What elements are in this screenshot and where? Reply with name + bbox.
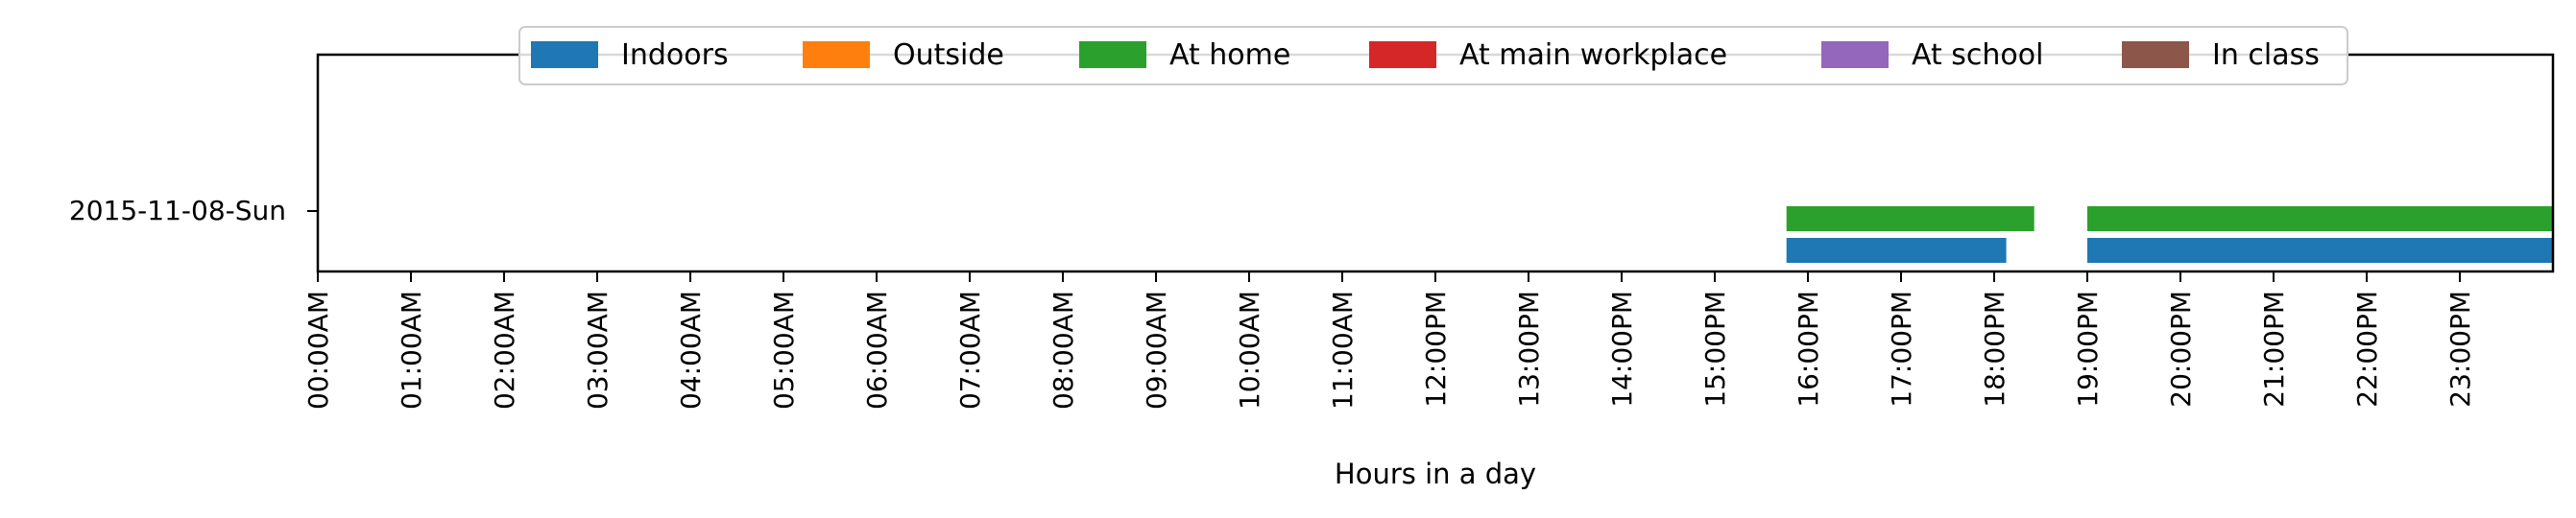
x-tick-label: 16:00PM <box>1793 291 1824 408</box>
x-tick-label: 12:00PM <box>1420 291 1452 408</box>
x-tick-label: 02:00AM <box>489 291 520 410</box>
x-tick-label: 07:00AM <box>954 291 986 410</box>
x-tick-label: 13:00PM <box>1513 291 1545 408</box>
legend-swatch <box>2122 41 2189 68</box>
x-tick-label: 09:00AM <box>1141 291 1172 410</box>
bar-indoors-0 <box>1786 238 2007 263</box>
x-tick-label: 03:00AM <box>582 291 614 410</box>
x-axis-label: Hours in a day <box>1335 458 1536 490</box>
x-tick-label: 01:00AM <box>396 291 427 410</box>
x-tick-label: 14:00PM <box>1606 291 1638 408</box>
y-axis-row: 2015-11-08-Sun <box>69 195 318 226</box>
bar-indoors-1 <box>2087 238 2553 263</box>
x-axis-ticks: 00:00AM 01:00AM 02:00AM 03:00AM 04:00AM 05:00… <box>302 271 2476 410</box>
x-tick-label: 04:00AM <box>675 291 707 410</box>
x-tick-label: 18:00PM <box>1979 291 2010 408</box>
x-tick-label: 06:00AM <box>861 291 893 410</box>
x-tick-label: 10:00AM <box>1234 291 1265 410</box>
bar-at-home-1 <box>2087 206 2553 231</box>
x-tick-label: 19:00PM <box>2072 291 2104 408</box>
x-tick-label: 21:00PM <box>2258 291 2290 408</box>
x-tick-label: 00:00AM <box>302 291 334 410</box>
x-tick-label: 22:00PM <box>2351 291 2383 408</box>
x-tick-label: 20:00PM <box>2165 291 2197 408</box>
legend: Indoors Outside At home At main workplace At… <box>518 26 2348 85</box>
legend-swatch <box>1369 41 1436 68</box>
legend-label: At main workplace <box>1459 38 1727 72</box>
legend-swatch <box>803 41 870 68</box>
legend-label: Outside <box>893 38 1004 72</box>
activity-bars <box>1786 206 2553 263</box>
bar-at-home-0 <box>1786 206 2034 231</box>
x-tick-label: 05:00AM <box>768 291 800 410</box>
x-tick-label: 15:00PM <box>1699 291 1731 408</box>
legend-swatch <box>1079 41 1146 68</box>
x-tick-label: 11:00AM <box>1327 291 1359 410</box>
x-tick-label: 23:00PM <box>2444 291 2476 408</box>
x-tick-label: 08:00AM <box>1047 291 1079 410</box>
legend-swatch <box>1821 41 1889 68</box>
legend-swatch <box>531 41 598 68</box>
legend-label: In class <box>2212 38 2320 72</box>
y-tick-label: 2015-11-08-Sun <box>69 195 286 226</box>
legend-label: At school <box>1912 38 2043 72</box>
x-tick-label: 17:00PM <box>1886 291 1917 408</box>
legend-label: At home <box>1169 38 1290 72</box>
legend-label: Indoors <box>621 38 729 72</box>
